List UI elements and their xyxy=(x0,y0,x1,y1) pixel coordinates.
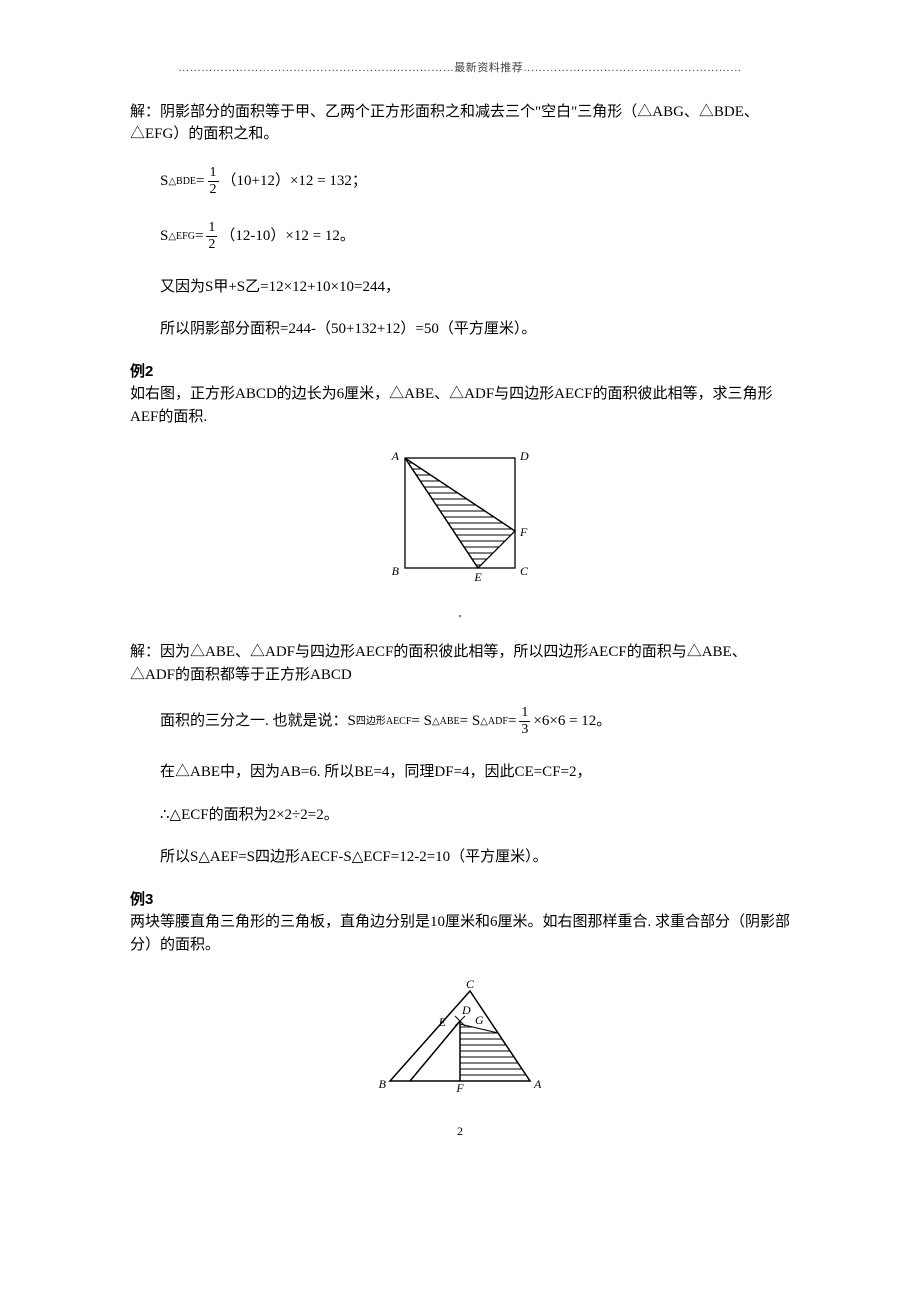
label-F: F xyxy=(519,525,528,539)
frac-num: 1 xyxy=(206,221,217,236)
svg-text:B: B xyxy=(379,1077,387,1091)
frac-den: 3 xyxy=(519,721,530,737)
page-header: ………………………………………………………………最新资料推荐…………………………… xyxy=(130,60,790,77)
formula-efg: S△EFG = 1 2 （12-10）×12 = 12。 xyxy=(160,221,790,252)
label-A: A xyxy=(391,449,400,463)
header-dots-left: ……………………………………………………………… xyxy=(178,62,454,74)
page-number: 2 xyxy=(130,1122,790,1140)
svg-text:E: E xyxy=(438,1015,447,1029)
ex2-sub1: 四边形AECF xyxy=(356,714,412,729)
formula-bde-eq: = xyxy=(196,170,204,193)
label-C: C xyxy=(520,564,529,578)
example2-line3: 在△ABE中，因为AB=6. 所以BE=4，同理DF=4，因此CE=CF=2， xyxy=(130,761,790,784)
formula-efg-sub: △EFG xyxy=(168,229,195,244)
solution1-opening: 解：阴影部分的面积等于甲、乙两个正方形面积之和减去三个"空白"三角形（△ABG、… xyxy=(130,101,790,146)
ex2-sub2: △ABE xyxy=(432,714,460,729)
label-D: D xyxy=(519,449,529,463)
example2-prompt: 如右图，正方形ABCD的边长为6厘米，△ABE、△ADF与四边形AECF的面积彼… xyxy=(130,383,790,428)
header-dots-right: ………………………………………………… xyxy=(523,62,742,74)
example2-line4: ∴△ECF的面积为2×2÷2=2。 xyxy=(130,804,790,827)
solution1-line4: 所以阴影部分面积=244-（50+132+12）=50（平方厘米）。 xyxy=(130,318,790,341)
example3-prompt: 两块等腰直角三角形的三角板，直角边分别是10厘米和6厘米。如右图那样重合. 求重… xyxy=(130,911,790,956)
frac-num: 1 xyxy=(519,706,530,721)
formula-bde-rest: （10+12）×12 = 132； xyxy=(222,170,367,193)
frac-num: 1 xyxy=(208,166,219,181)
example2-title: 例2 xyxy=(130,361,790,384)
svg-text:A: A xyxy=(533,1077,542,1091)
label-B: B xyxy=(392,564,400,578)
solution1-line3: 又因为S甲+S乙=12×12+10×10=244， xyxy=(130,276,790,299)
svg-text:C: C xyxy=(466,977,475,991)
tiny-mark-icon: ▪ xyxy=(130,610,790,624)
example2-line5: 所以S△AEF=S四边形AECF-S△ECF=12-2=10（平方厘米）。 xyxy=(130,846,790,869)
formula-bde-lhs: S xyxy=(160,170,168,193)
fraction-icon: 1 2 xyxy=(206,221,217,252)
ex2-rest: ×6×6 = 12。 xyxy=(533,710,611,733)
svg-text:G: G xyxy=(475,1013,484,1027)
ex2-mid3: = xyxy=(508,710,516,733)
ex2-mid2: = S xyxy=(460,710,481,733)
ex2-sub3: △ADF xyxy=(480,714,508,729)
header-label: 最新资料推荐 xyxy=(454,62,523,74)
example2-figure: A D F C E B xyxy=(130,448,790,596)
example3-title: 例3 xyxy=(130,889,790,912)
frac-den: 2 xyxy=(208,181,219,197)
fraction-icon: 1 2 xyxy=(208,166,219,197)
formula-efg-lhs: S xyxy=(160,225,168,248)
frac-den: 2 xyxy=(206,236,217,252)
formula-efg-rest: （12-10）×12 = 12。 xyxy=(220,225,354,248)
example3-figure: B A F D E G C xyxy=(130,976,790,1104)
svg-text:D: D xyxy=(461,1003,471,1017)
ex2-prefix: 面积的三分之一. 也就是说：S xyxy=(160,710,356,733)
label-E: E xyxy=(473,570,482,584)
example2-sol-open: 解：因为△ABE、△ADF与四边形AECF的面积彼此相等，所以四边形AECF的面… xyxy=(130,641,790,686)
ex2-mid1: = S xyxy=(411,710,432,733)
svg-text:F: F xyxy=(455,1081,464,1095)
formula-efg-eq: = xyxy=(195,225,203,248)
example2-formula: 面积的三分之一. 也就是说：S四边形AECF = S△ABE = S△ADF =… xyxy=(160,706,790,737)
formula-bde: S△BDE = 1 2 （10+12）×12 = 132； xyxy=(160,166,790,197)
fraction-icon: 1 3 xyxy=(519,706,530,737)
formula-bde-sub: △BDE xyxy=(168,174,196,189)
